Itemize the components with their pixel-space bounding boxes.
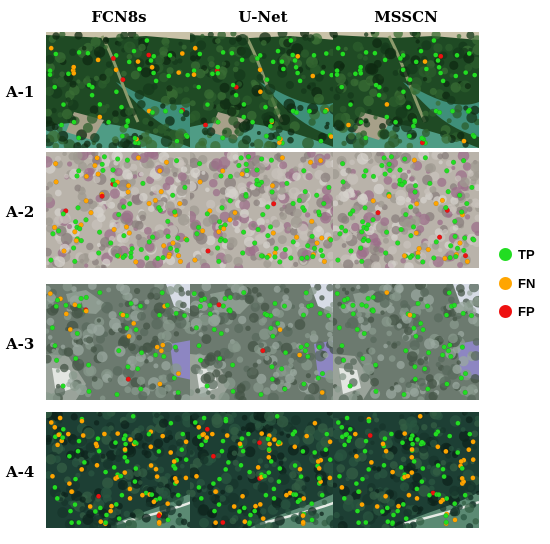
legend-fn-marker bbox=[499, 277, 512, 290]
aerial-image bbox=[333, 284, 479, 400]
row-label-2: A-3 bbox=[6, 335, 35, 353]
legend-fp-label: FP bbox=[518, 304, 535, 319]
result-tile-a-1-msscn bbox=[333, 32, 479, 148]
column-title-0: FCN8s bbox=[91, 8, 147, 26]
row-label-3: A-4 bbox=[6, 463, 35, 481]
aerial-image bbox=[190, 152, 336, 268]
aerial-image bbox=[333, 152, 479, 268]
aerial-image bbox=[46, 284, 192, 400]
result-tile-a-1-u-net bbox=[190, 32, 336, 148]
row-label-0: A-1 bbox=[6, 83, 35, 101]
legend-tp-label: TP bbox=[518, 247, 535, 262]
aerial-image bbox=[190, 32, 336, 148]
aerial-image bbox=[190, 284, 336, 400]
aerial-image bbox=[333, 32, 479, 148]
row-label-1: A-2 bbox=[6, 203, 35, 221]
result-tile-a-2-msscn bbox=[333, 152, 479, 268]
legend-fp-marker bbox=[499, 305, 512, 318]
result-tile-a-4-u-net bbox=[190, 412, 336, 528]
result-tile-a-3-u-net bbox=[190, 284, 336, 400]
column-title-1: U-Net bbox=[238, 8, 288, 26]
aerial-image bbox=[46, 412, 192, 528]
legend-fn-label: FN bbox=[518, 276, 536, 291]
result-tile-a-2-fcn8s bbox=[46, 152, 192, 268]
result-tile-a-4-fcn8s bbox=[46, 412, 192, 528]
aerial-image bbox=[46, 152, 192, 268]
result-tile-a-3-fcn8s bbox=[46, 284, 192, 400]
legend-tp-marker bbox=[499, 248, 512, 261]
column-title-2: MSSCN bbox=[374, 8, 438, 26]
aerial-image bbox=[190, 412, 336, 528]
result-tile-a-1-fcn8s bbox=[46, 32, 192, 148]
aerial-image bbox=[46, 32, 192, 148]
result-tile-a-4-msscn bbox=[333, 412, 479, 528]
aerial-image bbox=[333, 412, 479, 528]
result-tile-a-3-msscn bbox=[333, 284, 479, 400]
result-tile-a-2-u-net bbox=[190, 152, 336, 268]
